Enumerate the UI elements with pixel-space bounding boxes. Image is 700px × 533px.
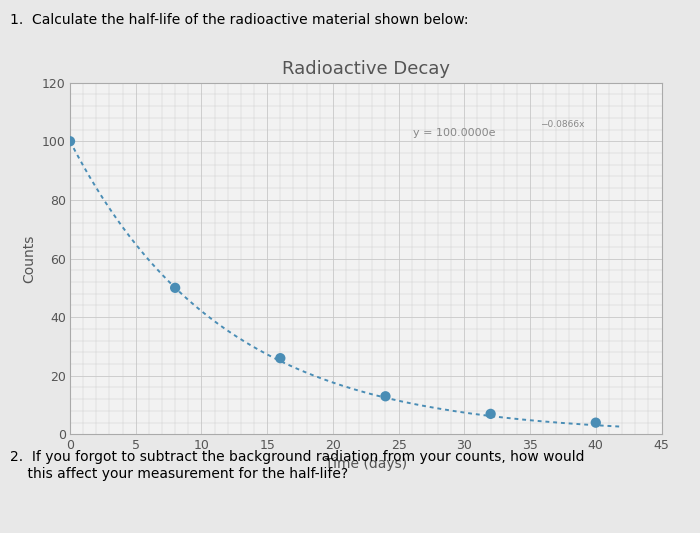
Text: 2.  If you forgot to subtract the background radiation from your counts, how wou: 2. If you forgot to subtract the backgro… bbox=[10, 450, 585, 481]
Title: Radioactive Decay: Radioactive Decay bbox=[281, 60, 449, 78]
Point bbox=[169, 284, 181, 292]
Text: y = 100.0000e: y = 100.0000e bbox=[413, 128, 496, 139]
Point bbox=[64, 137, 76, 146]
Point bbox=[590, 418, 601, 427]
Point bbox=[485, 409, 496, 418]
Text: −0.0866x: −0.0866x bbox=[540, 119, 584, 128]
Y-axis label: Counts: Counts bbox=[22, 235, 36, 282]
X-axis label: Time (days): Time (days) bbox=[325, 457, 407, 471]
Text: 1.  Calculate the half-life of the radioactive material shown below:: 1. Calculate the half-life of the radioa… bbox=[10, 13, 469, 27]
Point bbox=[380, 392, 391, 401]
Point bbox=[274, 354, 286, 362]
